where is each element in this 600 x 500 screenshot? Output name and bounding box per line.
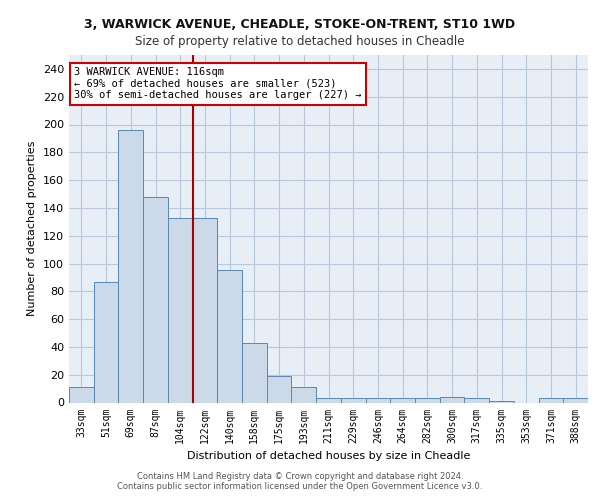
Bar — [143, 197, 168, 402]
Bar — [193, 218, 217, 402]
Bar — [440, 397, 464, 402]
Bar — [341, 398, 365, 402]
Bar — [563, 398, 588, 402]
Bar — [242, 342, 267, 402]
Bar — [217, 270, 242, 402]
Text: Contains public sector information licensed under the Open Government Licence v3: Contains public sector information licen… — [118, 482, 482, 491]
Bar — [489, 401, 514, 402]
Bar — [365, 398, 390, 402]
Text: 3, WARWICK AVENUE, CHEADLE, STOKE-ON-TRENT, ST10 1WD: 3, WARWICK AVENUE, CHEADLE, STOKE-ON-TRE… — [85, 18, 515, 30]
Bar — [69, 387, 94, 402]
Bar — [464, 398, 489, 402]
Bar — [390, 398, 415, 402]
Bar — [118, 130, 143, 402]
Bar — [539, 398, 563, 402]
Text: 3 WARWICK AVENUE: 116sqm
← 69% of detached houses are smaller (523)
30% of semi-: 3 WARWICK AVENUE: 116sqm ← 69% of detach… — [74, 67, 362, 100]
Text: Contains HM Land Registry data © Crown copyright and database right 2024.: Contains HM Land Registry data © Crown c… — [137, 472, 463, 481]
Bar — [316, 398, 341, 402]
Bar — [267, 376, 292, 402]
Y-axis label: Number of detached properties: Number of detached properties — [28, 141, 37, 316]
Bar — [415, 398, 440, 402]
Text: Size of property relative to detached houses in Cheadle: Size of property relative to detached ho… — [135, 35, 465, 48]
Bar — [292, 387, 316, 402]
Bar — [94, 282, 118, 403]
Bar — [168, 218, 193, 402]
X-axis label: Distribution of detached houses by size in Cheadle: Distribution of detached houses by size … — [187, 451, 470, 461]
